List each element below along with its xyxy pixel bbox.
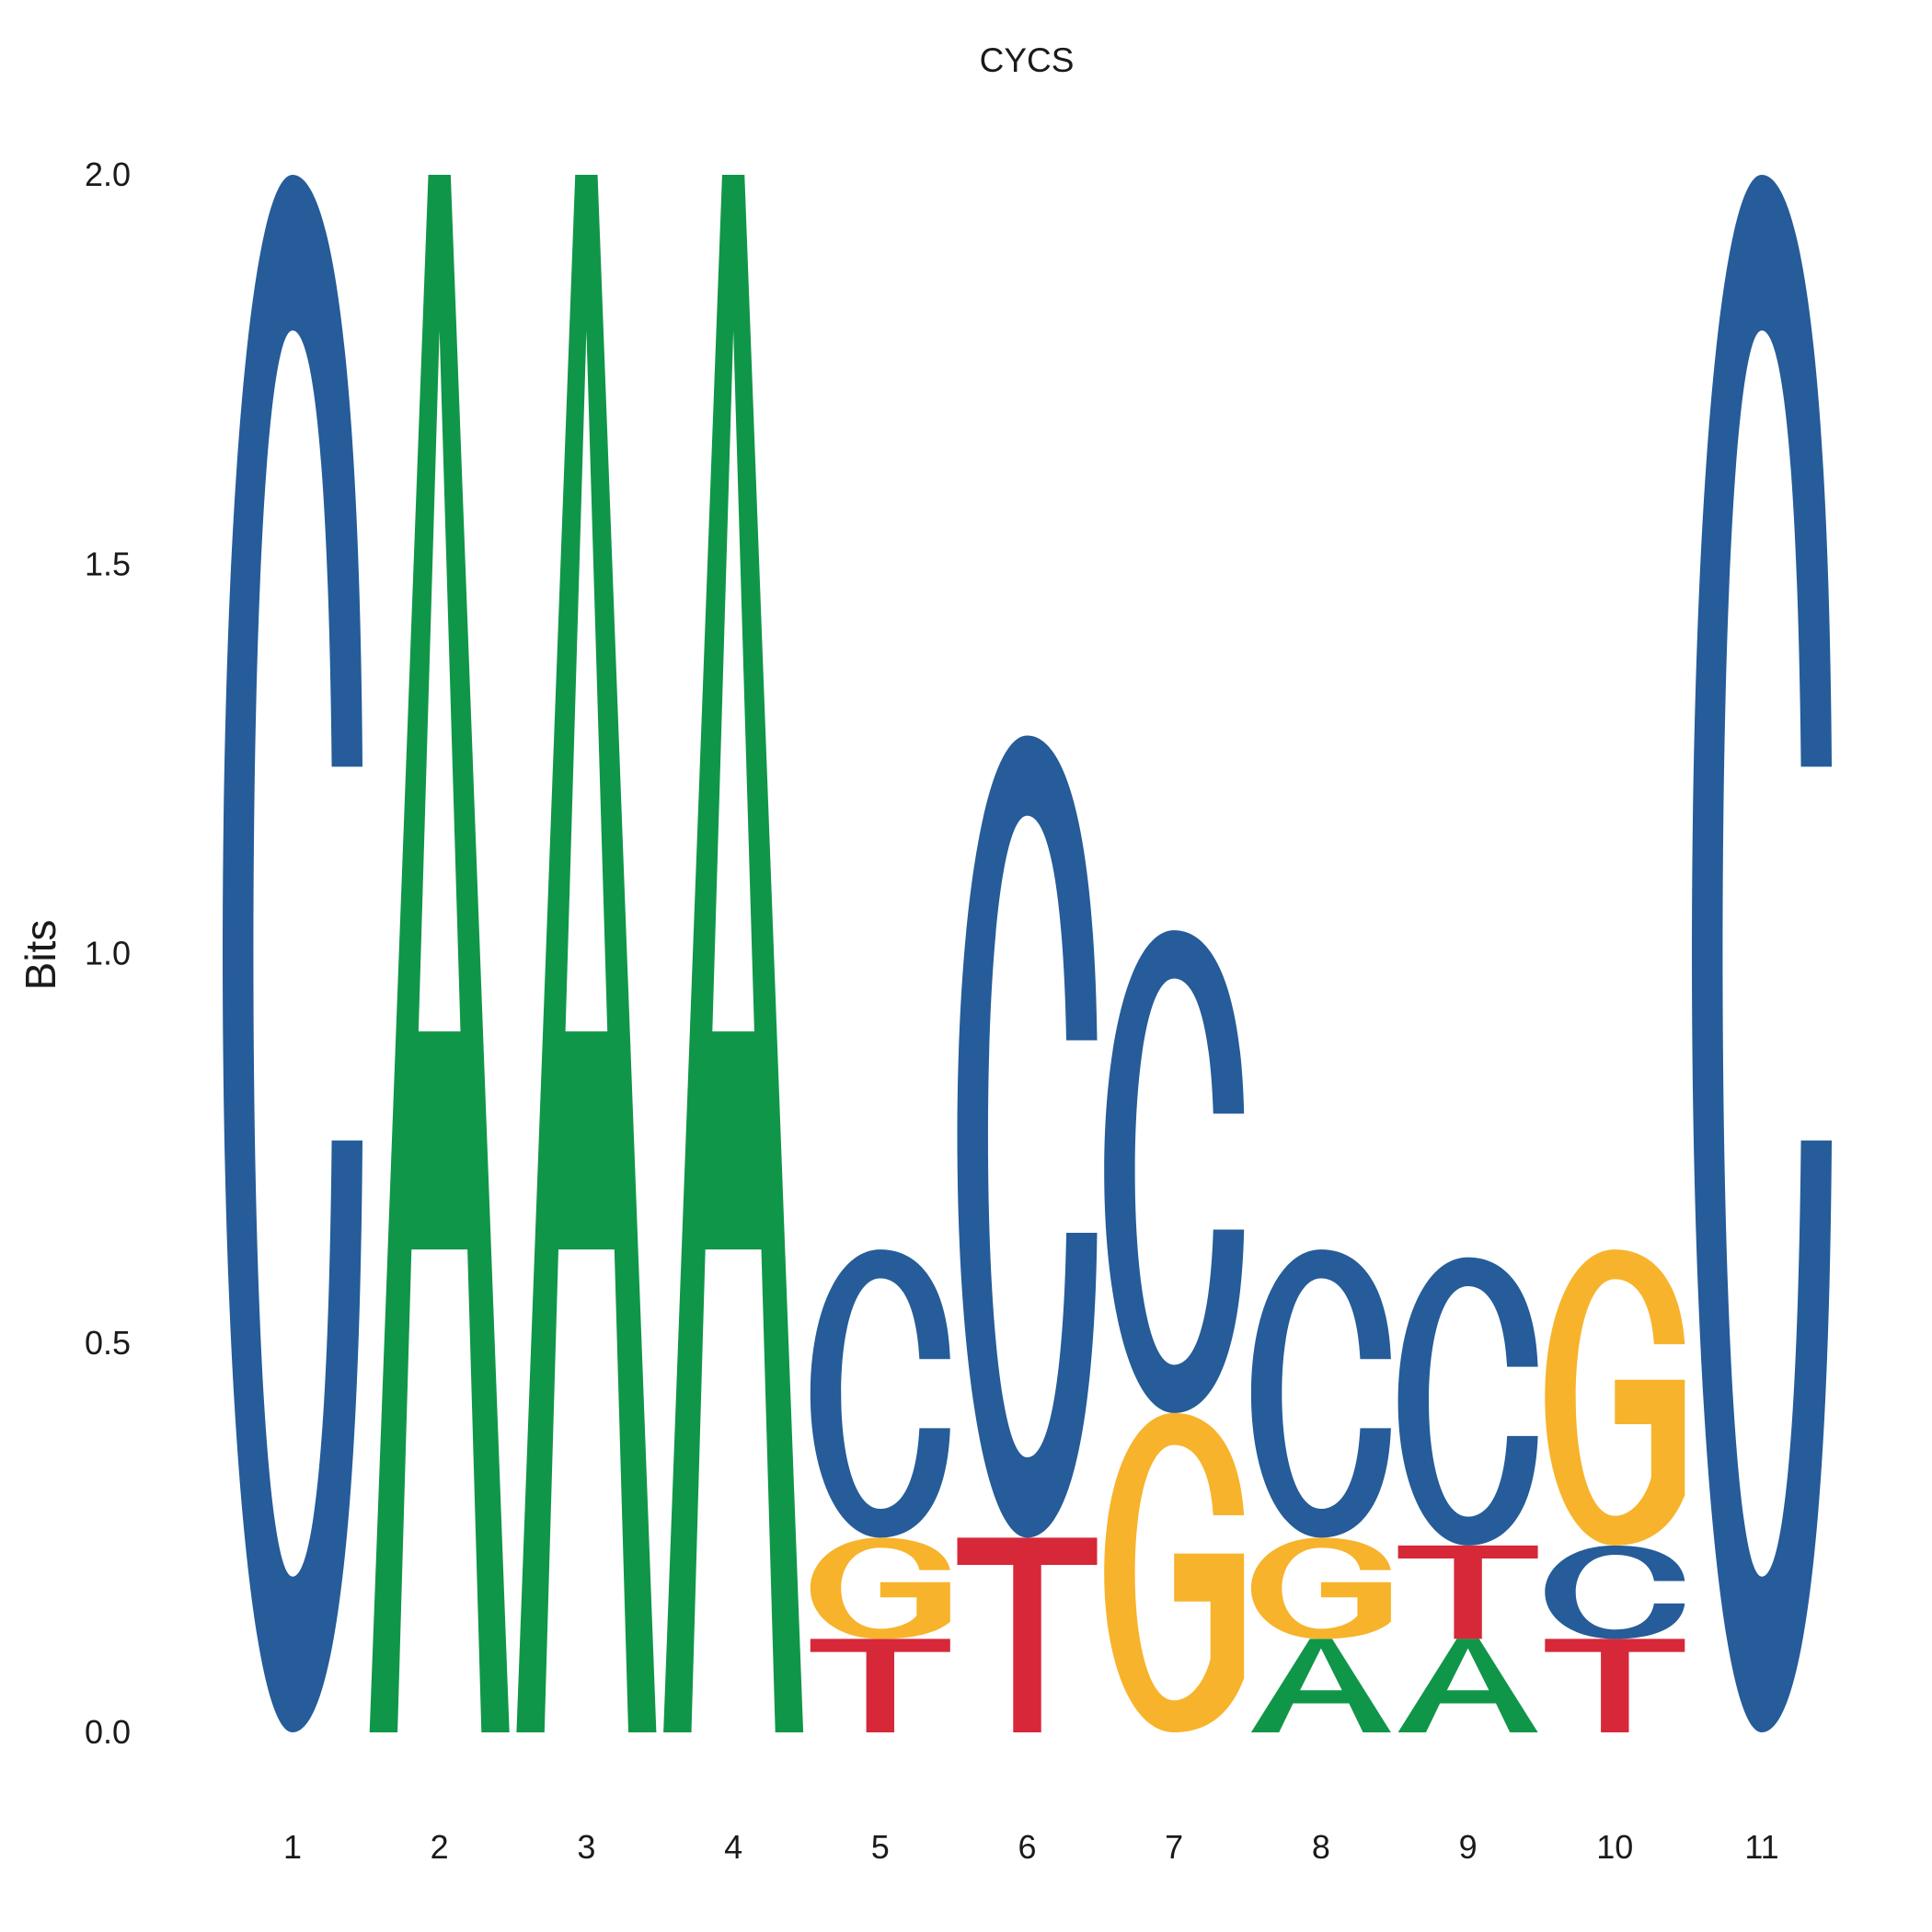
y-tick-label: 0.5	[85, 1324, 131, 1362]
letter-C-glyph	[958, 735, 1098, 1537]
y-tick-label: 1.0	[85, 935, 131, 972]
position-7-stack	[1104, 930, 1244, 1732]
letter-C-glyph	[1545, 1546, 1685, 1639]
letter-T-glyph	[1545, 1639, 1685, 1732]
chart-title: CYCS	[980, 41, 1075, 79]
letter-G-glyph	[1251, 1537, 1391, 1639]
logo-stacks	[223, 175, 1832, 1732]
x-tick-label: 9	[1459, 1828, 1478, 1866]
x-tick-label: 8	[1312, 1828, 1330, 1866]
position-11-stack	[1692, 175, 1832, 1732]
position-10-stack	[1545, 1249, 1685, 1732]
letter-G-glyph	[1545, 1249, 1685, 1546]
letter-C-glyph	[223, 175, 362, 1732]
position-1-stack	[223, 175, 362, 1732]
letter-A-glyph	[663, 175, 803, 1732]
y-tick-label: 0.0	[85, 1713, 131, 1751]
letter-A-glyph	[1251, 1639, 1391, 1732]
position-8-stack	[1251, 1249, 1391, 1732]
letter-T-glyph	[1398, 1546, 1538, 1639]
x-tick-label: 6	[1018, 1828, 1036, 1866]
x-tick-label: 1	[283, 1828, 302, 1866]
letter-A-glyph	[370, 175, 510, 1732]
letter-G-glyph	[1104, 1413, 1244, 1732]
x-tick-label: 5	[871, 1828, 890, 1866]
letter-C-glyph	[811, 1249, 950, 1537]
letter-C-glyph	[1104, 930, 1244, 1413]
letter-T-glyph	[958, 1537, 1098, 1732]
letter-C-glyph	[1398, 1258, 1538, 1546]
x-tick-label: 11	[1744, 1828, 1778, 1866]
letter-T-glyph	[811, 1639, 950, 1732]
letter-C-glyph	[1251, 1249, 1391, 1537]
position-6-stack	[958, 735, 1098, 1732]
position-9-stack	[1398, 1258, 1538, 1732]
x-axis-ticks: 1 2 3 4 5 6 7 8 9 10 11	[283, 1828, 1779, 1866]
position-4-stack	[663, 175, 803, 1732]
position-5-stack	[811, 1249, 950, 1732]
y-tick-label: 1.5	[85, 545, 131, 582]
position-2-stack	[370, 175, 510, 1732]
letter-A-glyph	[516, 175, 656, 1732]
position-3-stack	[516, 175, 656, 1732]
y-tick-label: 2.0	[85, 155, 131, 193]
x-tick-label: 4	[724, 1828, 742, 1866]
y-axis-ticks: 0.0 0.5 1.0 1.5 2.0	[85, 155, 131, 1751]
y-axis-label: Bits	[17, 920, 64, 991]
x-tick-label: 10	[1596, 1828, 1633, 1866]
x-tick-label: 2	[431, 1828, 449, 1866]
x-tick-label: 7	[1165, 1828, 1183, 1866]
letter-A-glyph	[1398, 1639, 1538, 1732]
x-tick-label: 3	[577, 1828, 595, 1866]
letter-G-glyph	[811, 1537, 950, 1639]
letter-C-glyph	[1692, 175, 1832, 1732]
